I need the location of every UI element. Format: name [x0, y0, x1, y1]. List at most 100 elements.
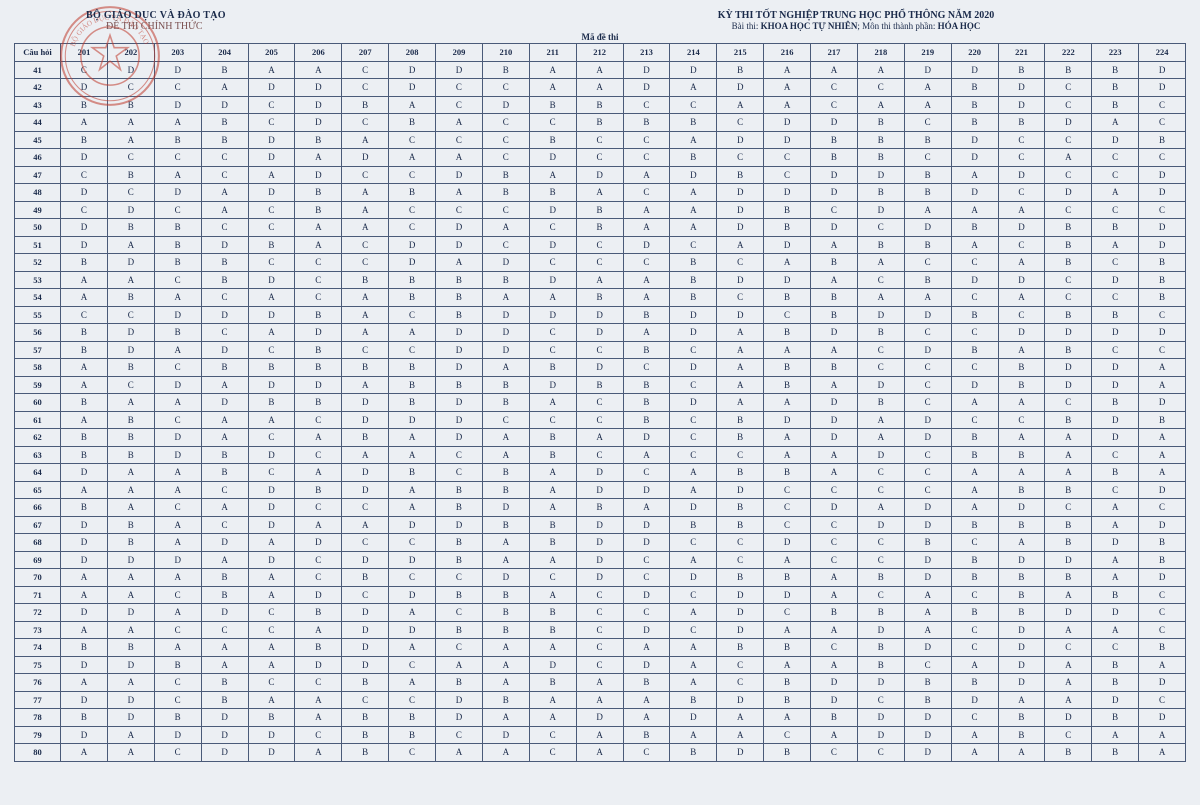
- answer-cell: A: [61, 359, 108, 377]
- answer-cell: C: [436, 464, 483, 482]
- answer-cell: B: [436, 534, 483, 552]
- answer-cell: C: [201, 621, 248, 639]
- answer-cell: A: [342, 324, 389, 342]
- answer-cell: B: [904, 166, 951, 184]
- answer-cell: D: [576, 569, 623, 587]
- answer-cell: D: [904, 341, 951, 359]
- answer-cell: A: [295, 236, 342, 254]
- answer-cell: C: [811, 534, 858, 552]
- answer-cell: B: [107, 289, 154, 307]
- answer-cell: B: [951, 604, 998, 622]
- answer-cell: D: [61, 534, 108, 552]
- answer-cell: B: [436, 674, 483, 692]
- answer-cell: B: [998, 709, 1045, 727]
- answer-cell: C: [1139, 201, 1186, 219]
- answer-cell: A: [295, 429, 342, 447]
- code-header: 202: [107, 44, 154, 62]
- answer-cell: D: [389, 254, 436, 272]
- answer-cell: D: [998, 621, 1045, 639]
- answer-cell: B: [1045, 744, 1092, 762]
- answer-cell: D: [154, 376, 201, 394]
- answer-cell: C: [811, 639, 858, 657]
- answer-cell: B: [951, 79, 998, 97]
- answer-cell: C: [529, 411, 576, 429]
- answer-cell: A: [154, 604, 201, 622]
- answer-cell: D: [1092, 604, 1139, 622]
- answer-cell: C: [904, 324, 951, 342]
- answer-cell: D: [764, 534, 811, 552]
- answer-cell: B: [857, 394, 904, 412]
- answer-cell: D: [998, 96, 1045, 114]
- answer-cell: C: [717, 149, 764, 167]
- answer-cell: A: [904, 201, 951, 219]
- answer-cell: C: [623, 551, 670, 569]
- answer-cell: A: [482, 429, 529, 447]
- answer-cell: A: [1092, 114, 1139, 132]
- answer-cell: A: [61, 289, 108, 307]
- answer-cell: C: [201, 166, 248, 184]
- answer-cell: A: [295, 464, 342, 482]
- table-row: 74BBAAABDACAACAABBCBDCDCCB: [15, 639, 1186, 657]
- answer-cell: B: [623, 411, 670, 429]
- answer-cell: B: [623, 114, 670, 132]
- answer-cell: D: [529, 656, 576, 674]
- answer-cell: A: [436, 184, 483, 202]
- answer-cell: D: [904, 306, 951, 324]
- answer-cell: B: [342, 429, 389, 447]
- answer-cell: D: [201, 534, 248, 552]
- answer-cell: B: [342, 271, 389, 289]
- table-head: Câu hỏi 20120220320420520620720820921021…: [15, 44, 1186, 62]
- answer-cell: A: [764, 429, 811, 447]
- answer-cell: A: [811, 621, 858, 639]
- question-number: 62: [15, 429, 61, 447]
- answer-cell: D: [107, 691, 154, 709]
- answer-cell: A: [904, 289, 951, 307]
- answer-cell: B: [342, 726, 389, 744]
- answer-cell: C: [529, 744, 576, 762]
- answer-cell: D: [436, 394, 483, 412]
- answer-cell: A: [1045, 149, 1092, 167]
- answer-cell: C: [576, 604, 623, 622]
- answer-cell: D: [1139, 79, 1186, 97]
- answer-cell: D: [248, 516, 295, 534]
- answer-cell: A: [904, 586, 951, 604]
- answer-cell: B: [857, 236, 904, 254]
- answer-cell: A: [764, 709, 811, 727]
- answer-cell: A: [248, 691, 295, 709]
- answer-cell: A: [529, 709, 576, 727]
- answer-cell: D: [1139, 166, 1186, 184]
- answer-cell: C: [1092, 254, 1139, 272]
- answer-cell: D: [248, 726, 295, 744]
- answer-cell: C: [295, 446, 342, 464]
- answer-cell: D: [1139, 569, 1186, 587]
- answer-cell: D: [342, 656, 389, 674]
- answer-cell: D: [107, 656, 154, 674]
- question-number: 53: [15, 271, 61, 289]
- answer-cell: C: [1139, 604, 1186, 622]
- answer-cell: D: [201, 236, 248, 254]
- answer-cell: C: [951, 359, 998, 377]
- answer-cell: C: [951, 411, 998, 429]
- answer-cell: C: [998, 184, 1045, 202]
- answer-cell: A: [61, 569, 108, 587]
- question-number: 63: [15, 446, 61, 464]
- answer-cell: B: [764, 376, 811, 394]
- answer-cell: B: [904, 534, 951, 552]
- question-number: 54: [15, 289, 61, 307]
- answer-cell: A: [998, 534, 1045, 552]
- code-header: 215: [717, 44, 764, 62]
- answer-cell: D: [717, 586, 764, 604]
- answer-cell: A: [1092, 621, 1139, 639]
- answer-cell: B: [107, 446, 154, 464]
- answer-cell: C: [295, 726, 342, 744]
- answer-cell: B: [998, 726, 1045, 744]
- answer-cell: A: [154, 166, 201, 184]
- answer-cell: D: [61, 149, 108, 167]
- answer-cell: B: [342, 569, 389, 587]
- answer-cell: B: [482, 394, 529, 412]
- answer-cell: A: [248, 534, 295, 552]
- answer-cell: C: [904, 149, 951, 167]
- answer-cell: B: [107, 639, 154, 657]
- table-row: 69DDDADCDDBAADCACACCDBDDAB: [15, 551, 1186, 569]
- answer-cell: B: [389, 114, 436, 132]
